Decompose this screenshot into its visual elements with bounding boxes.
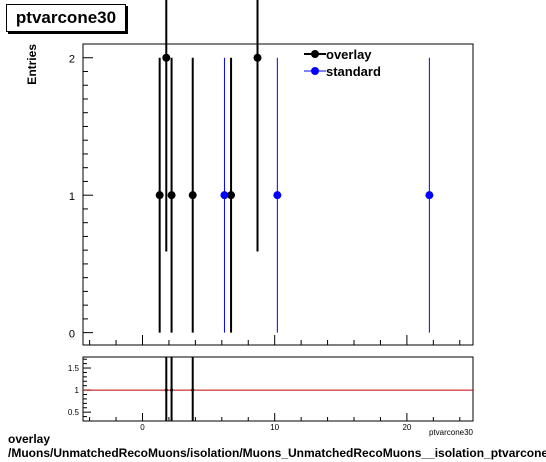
- overlay-point: [167, 191, 176, 200]
- ratio-x-axis-title: ptvarcone30: [429, 428, 474, 437]
- legend-overlay-marker: [311, 50, 319, 58]
- ratio-y-tick-label: 0.5: [68, 408, 80, 417]
- chart-title: ptvarcone30: [6, 4, 126, 32]
- ratio-point: [170, 388, 174, 392]
- standard-point: [425, 191, 434, 200]
- legend-standard-marker: [311, 67, 319, 75]
- overlay-point: [227, 191, 236, 200]
- overlay-point: [155, 191, 164, 200]
- main-plot-frame: [82, 43, 474, 346]
- standard-point: [220, 191, 229, 200]
- y-axis-title: Entries: [25, 44, 39, 85]
- legend-overlay-label: overlay: [326, 47, 372, 62]
- legend-standard-label: standard: [326, 64, 381, 79]
- overlay-point: [188, 191, 197, 200]
- ratio-y-tick-label: 1.5: [68, 364, 80, 373]
- footer-histogram-path: /Muons/UnmatchedRecoMuons/isolation/Muon…: [8, 446, 546, 460]
- overlay-point: [253, 53, 262, 62]
- ratio-plot-frame: [82, 356, 474, 422]
- ratio-y-tick-label: 1: [75, 386, 80, 395]
- ratio-point: [164, 388, 168, 392]
- ratio-x-tick-label: 0: [140, 423, 145, 432]
- overlay-point: [162, 53, 171, 62]
- y-tick-label: 0: [69, 329, 75, 341]
- footer-overlay-label: overlay: [8, 432, 51, 446]
- ratio-x-tick-label: 10: [270, 423, 279, 432]
- y-tick-label: 1: [69, 191, 75, 203]
- y-tick-label: 2: [69, 54, 75, 66]
- ratio-x-tick-label: 20: [402, 423, 411, 432]
- ratio-point: [191, 388, 195, 392]
- standard-point: [273, 191, 282, 200]
